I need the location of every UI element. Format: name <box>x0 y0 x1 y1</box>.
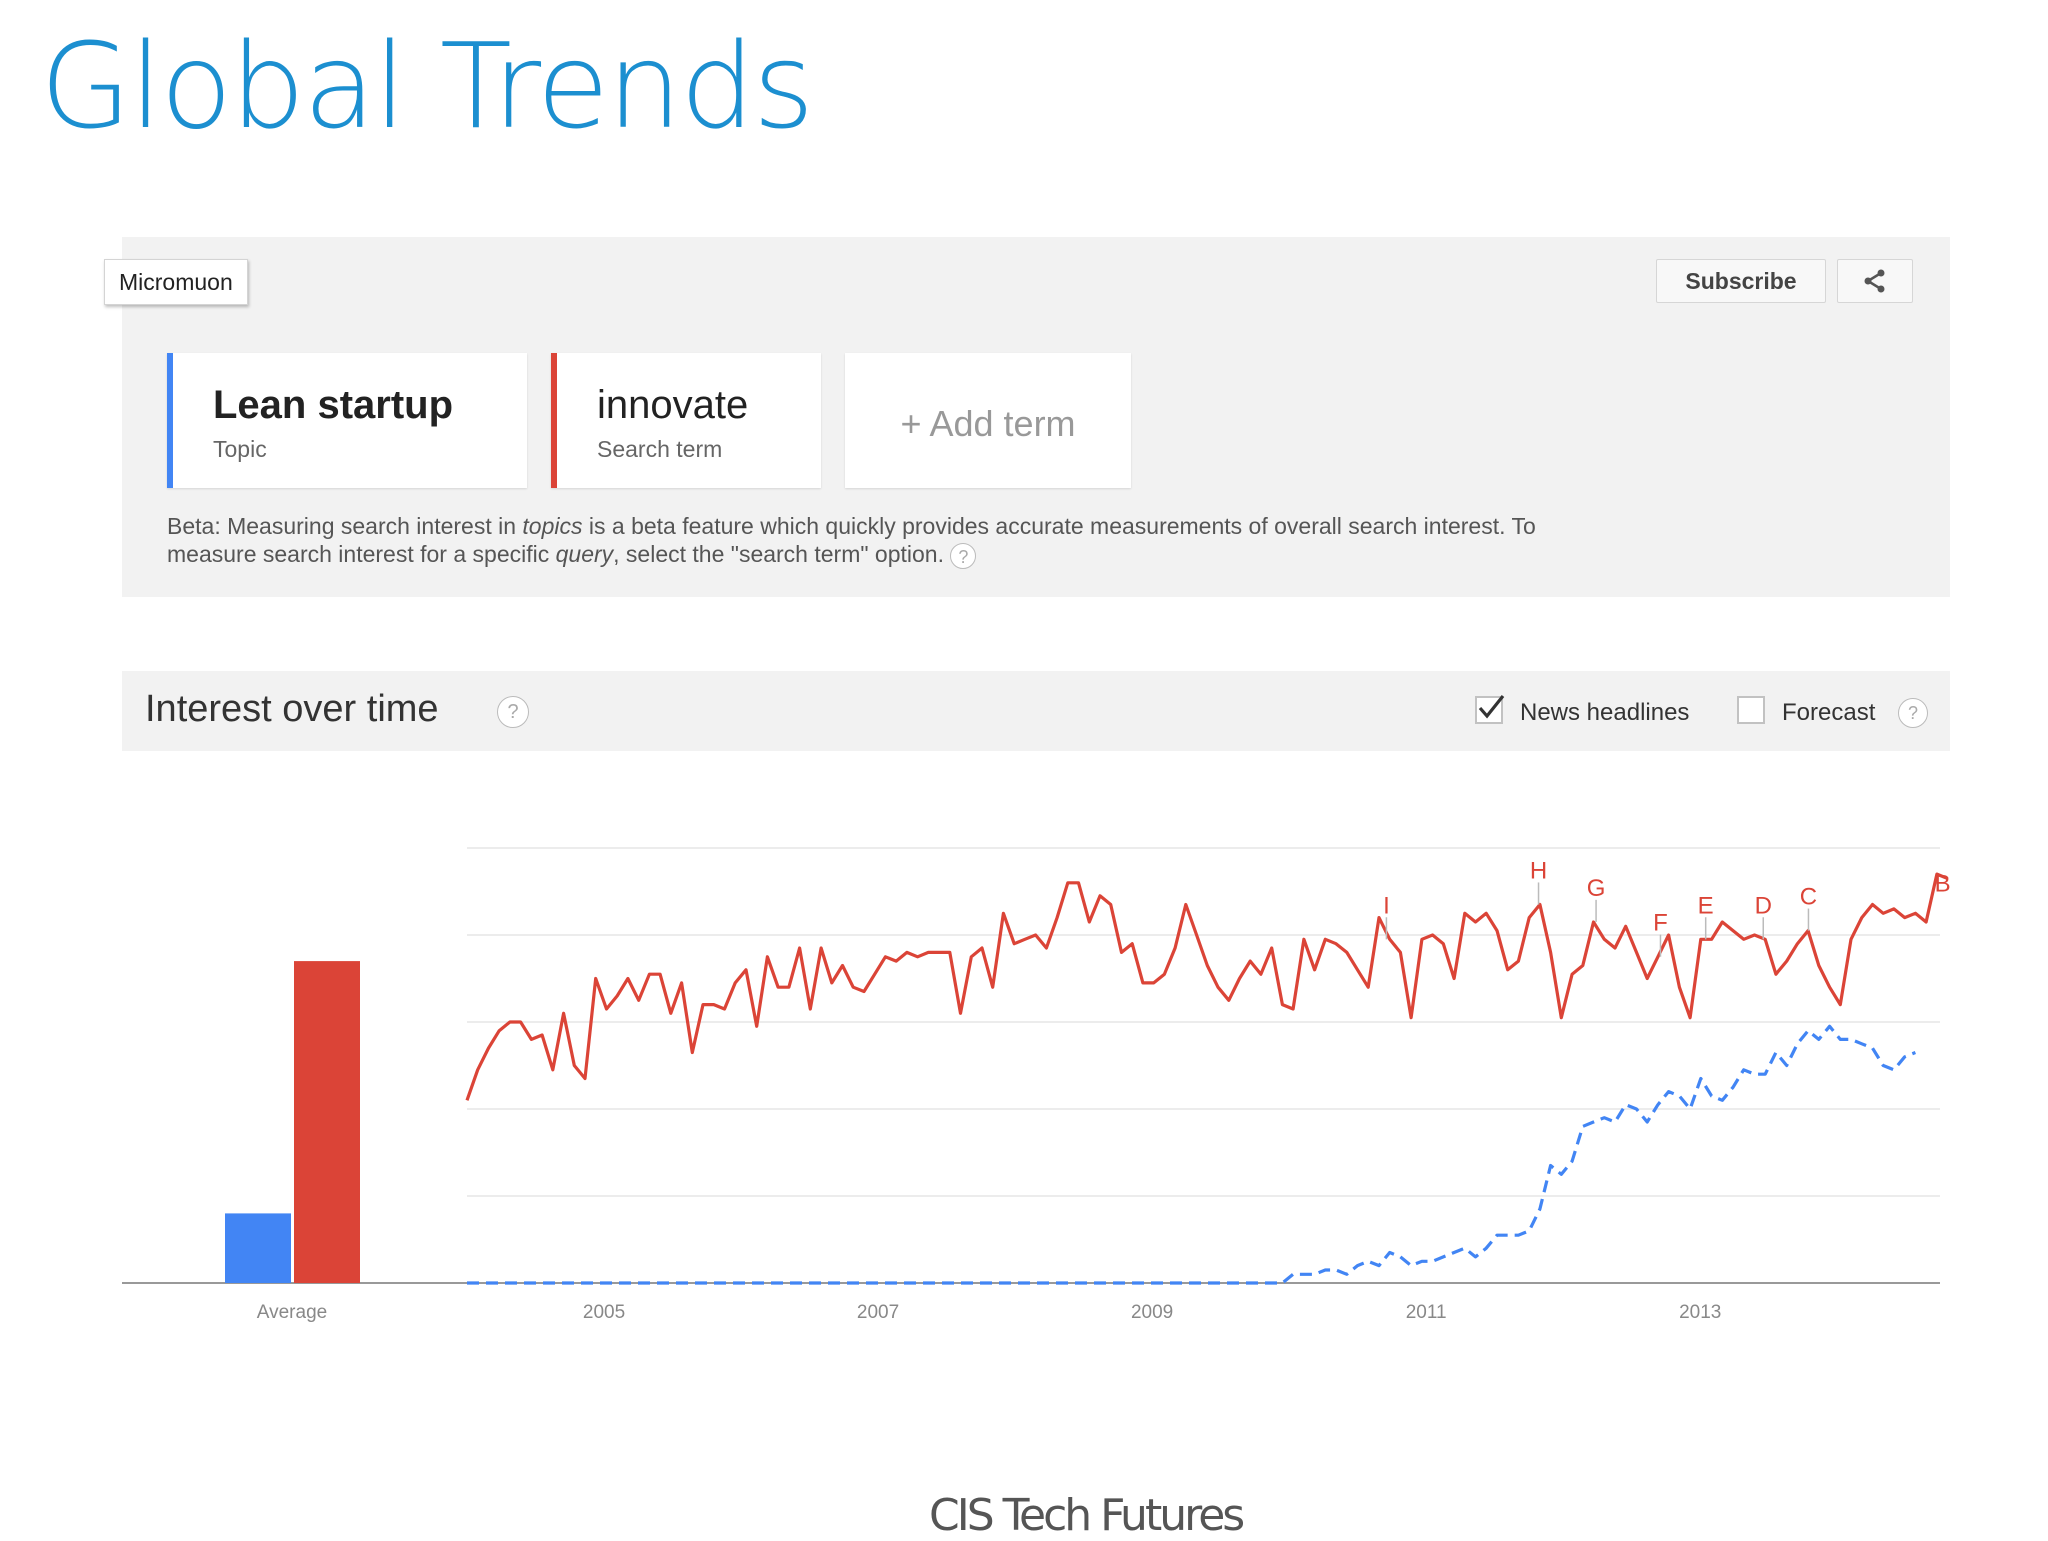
average-label: Average <box>257 1302 327 1323</box>
checkmark-icon <box>1478 695 1505 719</box>
interest-over-time-title: Interest over time <box>145 688 439 730</box>
x-tick-label: 2005 <box>583 1302 625 1323</box>
subscribe-button[interactable]: Subscribe <box>1656 259 1826 303</box>
news-marker-label: F <box>1653 910 1668 937</box>
add-term-label: + Add term <box>845 403 1131 445</box>
x-tick-label: 2013 <box>1679 1302 1721 1323</box>
beta-note: Beta: Measuring search interest in topic… <box>167 512 1567 569</box>
beta-text: is a beta feature which quickly provides… <box>167 513 1536 567</box>
term-name: Lean startup <box>213 383 454 427</box>
plus-icon: + <box>900 403 922 444</box>
interest-header-bar <box>122 671 1950 751</box>
news-marker-label: E <box>1698 892 1714 919</box>
beta-em-query: query <box>555 541 614 567</box>
news-headlines-label[interactable]: News headlines <box>1520 699 1690 726</box>
beta-text: Beta: Measuring search interest in <box>167 513 523 539</box>
news-marker-label: H <box>1530 857 1547 884</box>
term-card-lean-startup[interactable]: Lean startup Topic <box>167 353 527 488</box>
beta-em-topics: topics <box>522 513 583 539</box>
series-line-innovate <box>465 872 1949 1101</box>
news-marker-label: I <box>1383 892 1390 919</box>
help-icon[interactable]: ? <box>1898 698 1928 728</box>
series-line-lean-startup <box>467 1024 1916 1285</box>
news-headlines-checkbox[interactable] <box>1475 695 1505 724</box>
news-marker-label: G <box>1587 875 1606 902</box>
x-tick-label: 2009 <box>1131 1302 1173 1323</box>
news-marker-label: B <box>1935 871 1951 898</box>
forecast-label[interactable]: Forecast <box>1782 699 1876 726</box>
news-marker-label: C <box>1800 884 1817 911</box>
average-bar-innovate <box>294 961 360 1283</box>
x-tick-label: 2011 <box>1406 1302 1447 1323</box>
term-card-innovate[interactable]: innovate Search term <box>551 353 821 488</box>
add-term-button[interactable]: + Add term <box>845 353 1131 488</box>
share-icon <box>1864 269 1885 293</box>
news-marker-label: D <box>1755 892 1772 919</box>
share-button[interactable] <box>1837 259 1913 303</box>
help-icon[interactable]: ? <box>950 542 977 569</box>
beta-text: , select the "search term" option. <box>613 541 944 567</box>
average-bar-lean-startup <box>225 1213 291 1283</box>
forecast-checkbox[interactable] <box>1737 696 1765 724</box>
help-icon[interactable]: ? <box>497 696 529 728</box>
term-type: Topic <box>213 436 267 462</box>
term-name: innovate <box>597 383 749 427</box>
tooltip: Micromuon <box>104 259 248 305</box>
add-term-text: Add term <box>929 403 1076 444</box>
x-tick-label: 2007 <box>857 1302 899 1323</box>
footer-logo: CIS Tech Futures <box>929 1490 1245 1541</box>
term-type: Search term <box>597 436 723 462</box>
slide-title: Global Trends <box>40 17 814 155</box>
